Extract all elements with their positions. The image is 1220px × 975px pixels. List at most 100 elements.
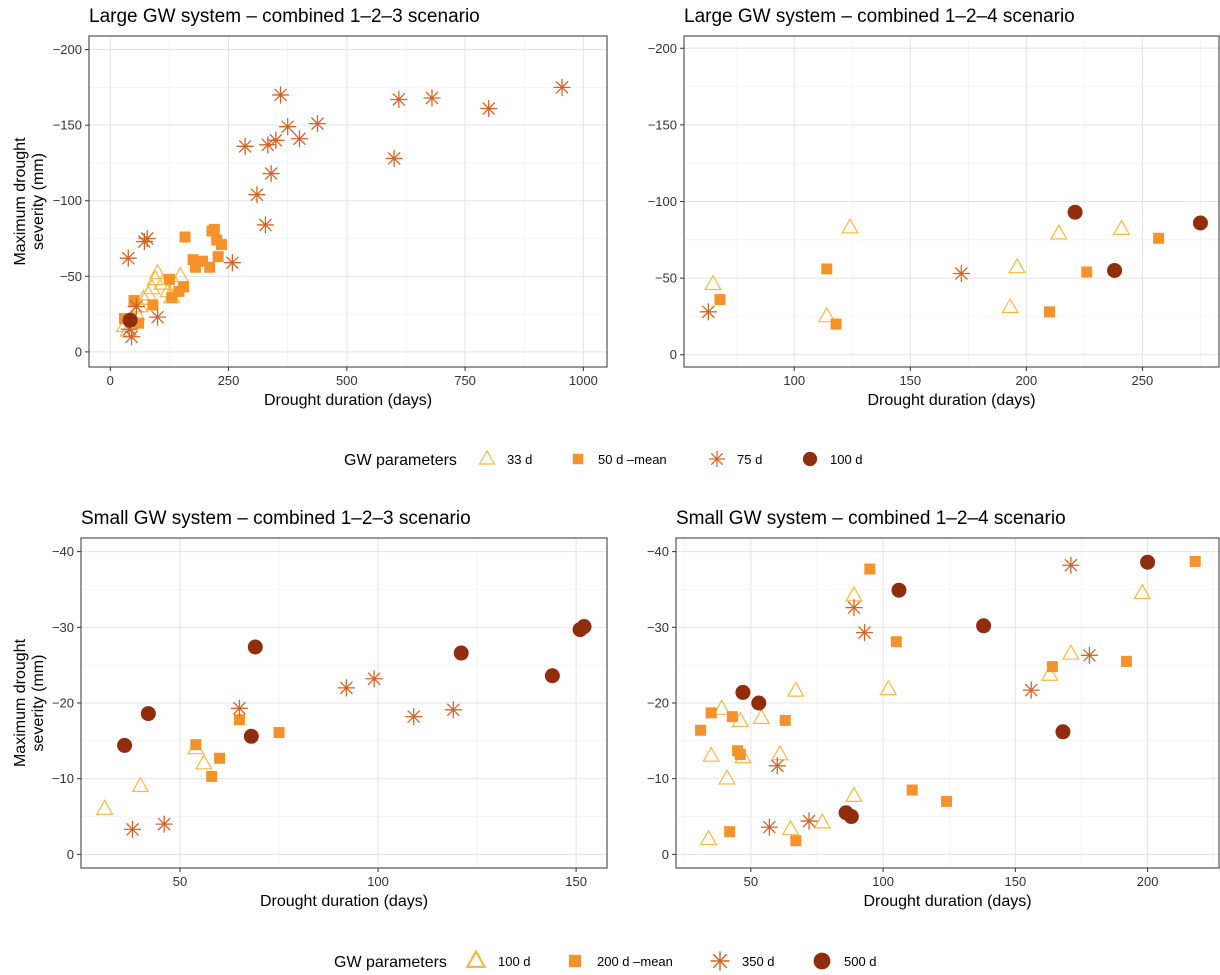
legend-label: 75 d — [737, 452, 762, 467]
data-point-triangle — [752, 708, 771, 725]
y-tick-label: −200 — [648, 41, 677, 56]
data-point-triangle — [781, 819, 800, 836]
x-axis-label: Drought duration (days) — [867, 392, 1035, 409]
data-point-triangle — [845, 786, 863, 802]
y-tick-label: −40 — [52, 544, 74, 559]
ticks: 0 250 500 750 1000 0 −50 −100 −150 −200 — [53, 42, 598, 388]
data-point-square — [906, 784, 918, 796]
legend-title: GW parameters — [344, 452, 457, 469]
data-point-square — [208, 223, 220, 235]
data-point-square — [189, 261, 201, 273]
data-point-asterisk — [122, 328, 141, 346]
y-tick-label: −150 — [648, 117, 677, 132]
data-point-square — [128, 294, 140, 306]
legend-title: GW parameters — [334, 954, 447, 971]
data-point-asterisk — [768, 757, 786, 775]
data-point-asterisk — [123, 820, 142, 839]
data-point-square — [133, 317, 145, 329]
data-point-circle — [891, 582, 907, 598]
data-point-square — [1153, 232, 1165, 244]
data-point-square — [941, 795, 953, 807]
data-point-asterisk — [480, 99, 498, 118]
data-point-triangle — [786, 681, 805, 697]
data-point-asterisk — [262, 164, 280, 183]
data-point-asterisk — [230, 699, 249, 717]
data-point-circle — [243, 728, 259, 744]
x-axis-label: Drought duration (days) — [264, 392, 432, 409]
asterisk-marker — [710, 951, 730, 971]
data-point-square — [212, 251, 224, 263]
x-tick-label: 200 — [1137, 874, 1159, 889]
data-point-triangle — [148, 263, 167, 280]
panel-3: 50 100 150 0 −10 −20 −30 −40 Small GW system – c… — [12, 508, 608, 910]
y-tick-label: −10 — [647, 771, 669, 786]
data-point-asterisk — [845, 598, 863, 617]
data-points — [695, 554, 1201, 847]
legend-item: 50 d –mean — [572, 452, 667, 467]
data-point-asterisk — [127, 297, 145, 316]
data-points — [95, 619, 592, 839]
data-point-square — [864, 563, 876, 575]
data-point-triangle — [704, 274, 722, 291]
y-tick-label: −50 — [655, 271, 677, 286]
panel-2: 100 150 200 250 0 −50 −100 −150 −200 Large GW sys… — [648, 6, 1220, 409]
data-point-triangle — [194, 753, 213, 770]
x-tick-label: 100 — [783, 373, 805, 388]
circle-marker — [813, 952, 831, 970]
plot-area — [89, 36, 607, 367]
data-point-square — [830, 318, 842, 330]
x-tick-label: 0 — [107, 373, 114, 388]
data-point-triangle — [712, 699, 731, 715]
x-tick-label: 250 — [218, 373, 240, 388]
data-point-triangle — [771, 744, 789, 761]
y-tick-label: −30 — [52, 620, 74, 635]
data-point-asterisk — [279, 118, 297, 136]
data-point-circle — [122, 312, 138, 328]
data-point-asterisk — [760, 818, 779, 836]
data-point-asterisk — [385, 149, 403, 168]
legend-label: 500 d — [844, 954, 877, 969]
x-tick-label: 750 — [454, 373, 476, 388]
data-point-circle — [247, 639, 263, 655]
x-tick-label: 150 — [565, 874, 587, 889]
legend-item: 350 d — [710, 951, 775, 971]
data-point-triangle — [95, 799, 114, 815]
data-point-square — [779, 714, 791, 726]
y-axis-label: Maximum droughtseverity (mm) — [12, 638, 47, 767]
data-point-asterisk — [155, 815, 173, 833]
major-grid — [89, 36, 607, 367]
data-point-triangle — [1008, 257, 1026, 274]
data-point-triangle — [699, 829, 718, 846]
y-axis-label-line: severity (mm) — [30, 655, 47, 752]
data-point-square — [1081, 266, 1093, 278]
data-point-asterisk — [236, 137, 254, 155]
y-axis-label-line: Maximum drought — [12, 638, 29, 767]
data-point-triangle — [1001, 297, 1019, 314]
panel-1: 0 250 500 750 1000 0 −50 −100 −150 −200 Large GW s… — [12, 6, 608, 409]
data-point-square — [147, 299, 159, 311]
panel-4: 50 100 150 200 0 −10 −20 −30 −40 Small GW system … — [647, 508, 1220, 910]
legend-label: 50 d –mean — [598, 452, 667, 467]
y-axis-label: Maximum droughtseverity (mm) — [12, 137, 47, 266]
data-point-circle — [453, 645, 469, 661]
asterisk-marker — [708, 450, 726, 468]
data-point-square — [273, 727, 285, 739]
y-tick-label: −20 — [52, 696, 74, 711]
data-point-square — [163, 273, 175, 285]
x-tick-label: 50 — [173, 874, 187, 889]
data-point-square — [166, 291, 178, 303]
x-tick-label: 150 — [1004, 874, 1026, 889]
data-point-circle — [1067, 204, 1083, 220]
data-point-triangle — [879, 679, 898, 696]
data-point-square — [178, 281, 190, 293]
square-marker — [568, 954, 582, 968]
data-point-square — [215, 239, 227, 251]
data-point-triangle — [702, 746, 721, 762]
data-point-asterisk — [337, 679, 356, 697]
data-point-asterisk — [952, 264, 971, 283]
legend-item: 500 d — [813, 952, 877, 970]
data-point-square — [204, 261, 216, 273]
data-point-square — [714, 294, 726, 306]
triangle-marker — [465, 949, 487, 969]
